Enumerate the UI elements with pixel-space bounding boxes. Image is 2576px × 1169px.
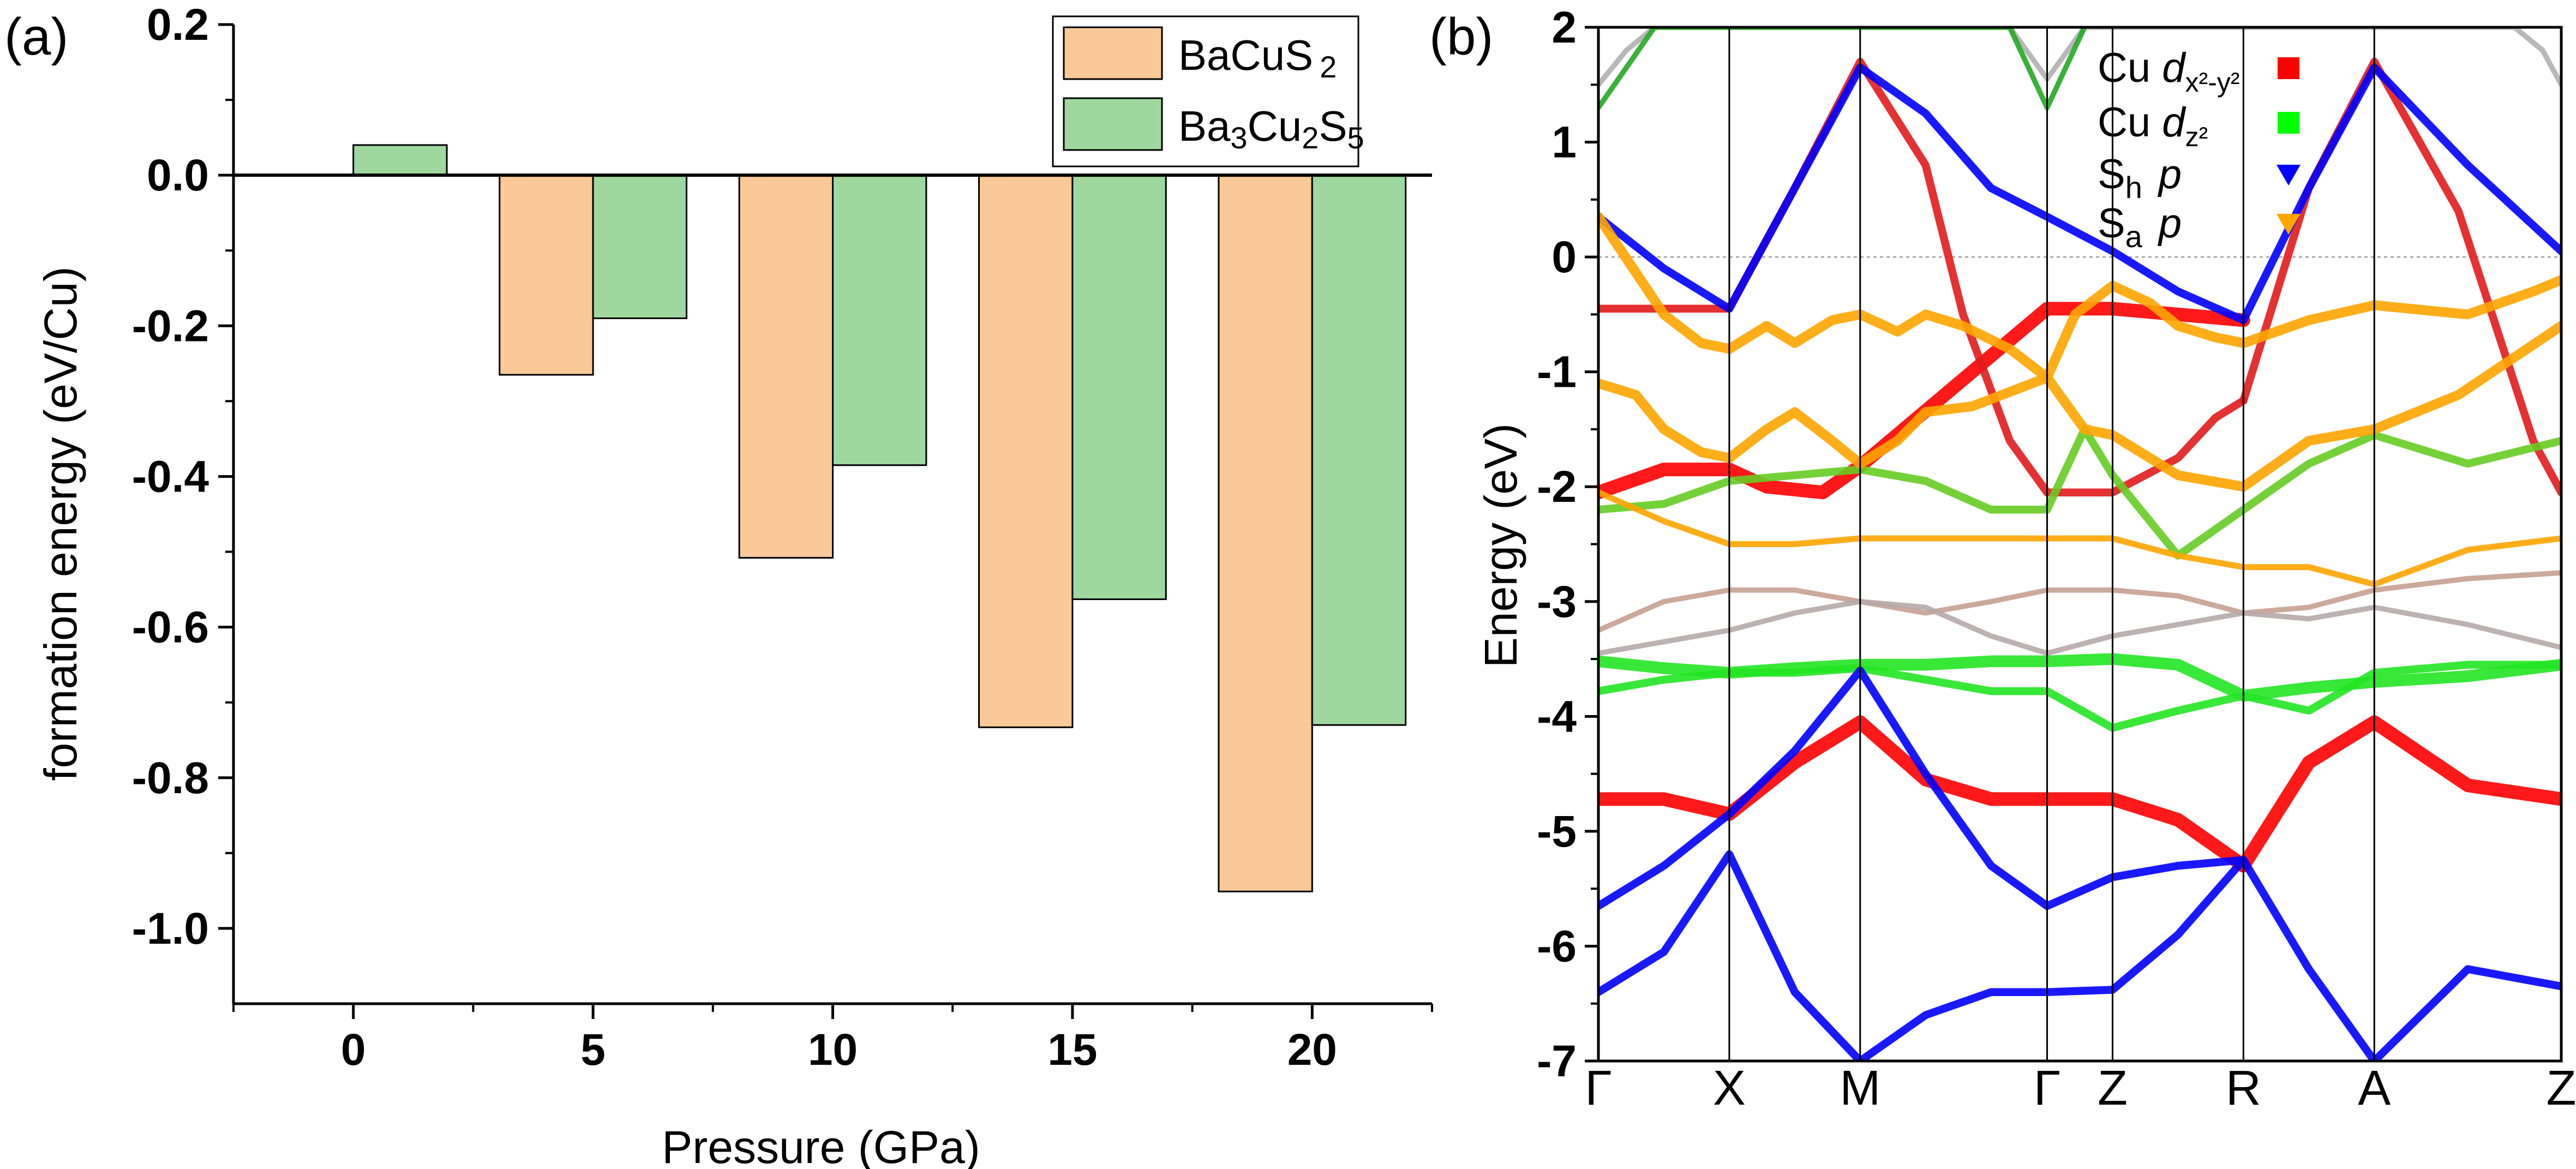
band-upper-green-band <box>1598 27 2087 111</box>
y-tick-label: -1.0 <box>132 904 209 954</box>
bar-bacus2-20 <box>1218 174 1313 892</box>
y-tick-label: -0.6 <box>132 603 209 652</box>
bar-ba3cu2s5-0 <box>352 144 448 176</box>
panel-a-ticks: 0.2 0.0 -0.2 -0.4 -0.6 -0.8 -1.0 0 5 10 15 20 <box>132 0 1433 1075</box>
energy-tick-label: -6 <box>1537 921 1577 971</box>
kpoint-label: R <box>2226 1061 2261 1116</box>
kpoint-label: Γ <box>2034 1061 2061 1116</box>
legend-swatch-ba3cu2s5 <box>1063 97 1163 151</box>
bar-bacus2-5 <box>499 174 594 376</box>
band-s-a-band-1 <box>1598 275 2561 469</box>
energy-axis-label: Energy (eV) <box>1475 423 1526 668</box>
kpoint-label: M <box>1840 1061 1880 1116</box>
y-tick-label: -0.4 <box>132 452 209 501</box>
bar-ba3cu2s5-20 <box>1311 174 1407 726</box>
bar-ba3cu2s5-10 <box>832 174 927 466</box>
y-tick-label: 0.0 <box>147 151 209 200</box>
kpoint-label: A <box>2358 1061 2391 1116</box>
panel-b-band-structure: (b) 210-1-2-3-4-5-6-7 Γ X M Γ Z R A Z Energy (eV… <box>1429 3 2576 1116</box>
y-axis-label: formation energy (eV/Cu) <box>35 266 86 781</box>
panel-a-bar-chart: (a) 0.2 0.0 -0.2 -0.4 -0.6 -0.8 -1.0 0 5 10 15 20 P… <box>4 0 1433 1169</box>
legend-marker-square <box>2278 112 2299 134</box>
energy-tick-label: 0 <box>1551 232 1577 282</box>
x-tick-label: 5 <box>580 1025 606 1075</box>
legend-swatch-bacus2 <box>1063 26 1163 80</box>
band-s-a-band-2 <box>1598 212 2561 492</box>
energy-tick-label: -7 <box>1537 1036 1577 1086</box>
band-s-h-band-bottom <box>1598 850 2561 1061</box>
band-cu-dx2-y2-heavy-low <box>1598 715 2561 873</box>
band-s-a-band-3 <box>1598 489 2561 588</box>
y-tick-label: -0.2 <box>132 301 209 351</box>
panel-a-bars <box>352 144 1407 892</box>
energy-tick-label: 1 <box>1551 118 1577 167</box>
y-tick-label: 0.2 <box>147 0 209 50</box>
legend-label-ba3cu2s5: Ba3Cu2S5 <box>1178 102 1364 155</box>
x-tick-label: 10 <box>808 1025 858 1075</box>
legend-label-bacus2: BaCuS 2 <box>1178 31 1337 84</box>
bar-ba3cu2s5-15 <box>1071 174 1167 601</box>
x-tick-label: 20 <box>1287 1025 1337 1075</box>
energy-tick-label: -1 <box>1537 347 1577 397</box>
panel-b-bands <box>1598 27 2561 1061</box>
band-cu-dz2-flat <box>1598 653 2561 702</box>
legend-entry-label: Cu dx²-y² <box>2098 45 2240 98</box>
legend-entry-label: Sa p <box>2098 200 2182 254</box>
x-tick-label: 15 <box>1047 1025 1097 1075</box>
energy-tick-label: -5 <box>1537 807 1577 856</box>
energy-tick-label: -4 <box>1537 692 1577 741</box>
energy-tick-label: 2 <box>1551 3 1577 52</box>
kpoint-label: X <box>1713 1061 1746 1116</box>
energy-tick-label: -3 <box>1537 577 1577 627</box>
x-tick-label: 0 <box>341 1025 366 1075</box>
y-tick-label: -0.8 <box>132 753 209 803</box>
band-weak-band-1 <box>1598 570 2561 633</box>
legend-marker-triangle <box>2277 165 2301 185</box>
x-axis-label: Pressure (GPa) <box>662 1122 980 1169</box>
bar-ba3cu2s5-5 <box>592 174 687 319</box>
band-weak-band-2 <box>1598 599 2561 656</box>
band-cu-dz2-upper <box>1598 425 2561 560</box>
legend-entry-label: Cu dz² <box>2098 99 2208 152</box>
band-cu-dx2-y2-heavy-mid <box>1598 302 2250 500</box>
panel-a-legend: BaCuS 2 Ba3Cu2S5 <box>1052 15 1364 167</box>
kpoint-label: Z <box>2098 1061 2128 1116</box>
panel-b-label: (b) <box>1429 8 1493 66</box>
legend-marker-triangle <box>2277 214 2301 235</box>
legend-entry-label: Sh p <box>2098 151 2182 205</box>
bar-bacus2-15 <box>978 174 1074 728</box>
legend-marker-square <box>2278 57 2299 79</box>
energy-tick-label: -2 <box>1537 462 1577 512</box>
kpoint-label: Γ <box>1585 1061 1612 1116</box>
band-s-h-band-up <box>1598 63 2561 325</box>
band-s-h-band-low <box>1598 666 2248 910</box>
panel-b-ticks: 210-1-2-3-4-5-6-7 Γ X M Γ Z R A Z <box>1537 3 2576 1116</box>
bar-bacus2-10 <box>738 174 834 559</box>
panel-a-label: (a) <box>4 8 68 66</box>
kpoint-label: Z <box>2547 1061 2576 1116</box>
